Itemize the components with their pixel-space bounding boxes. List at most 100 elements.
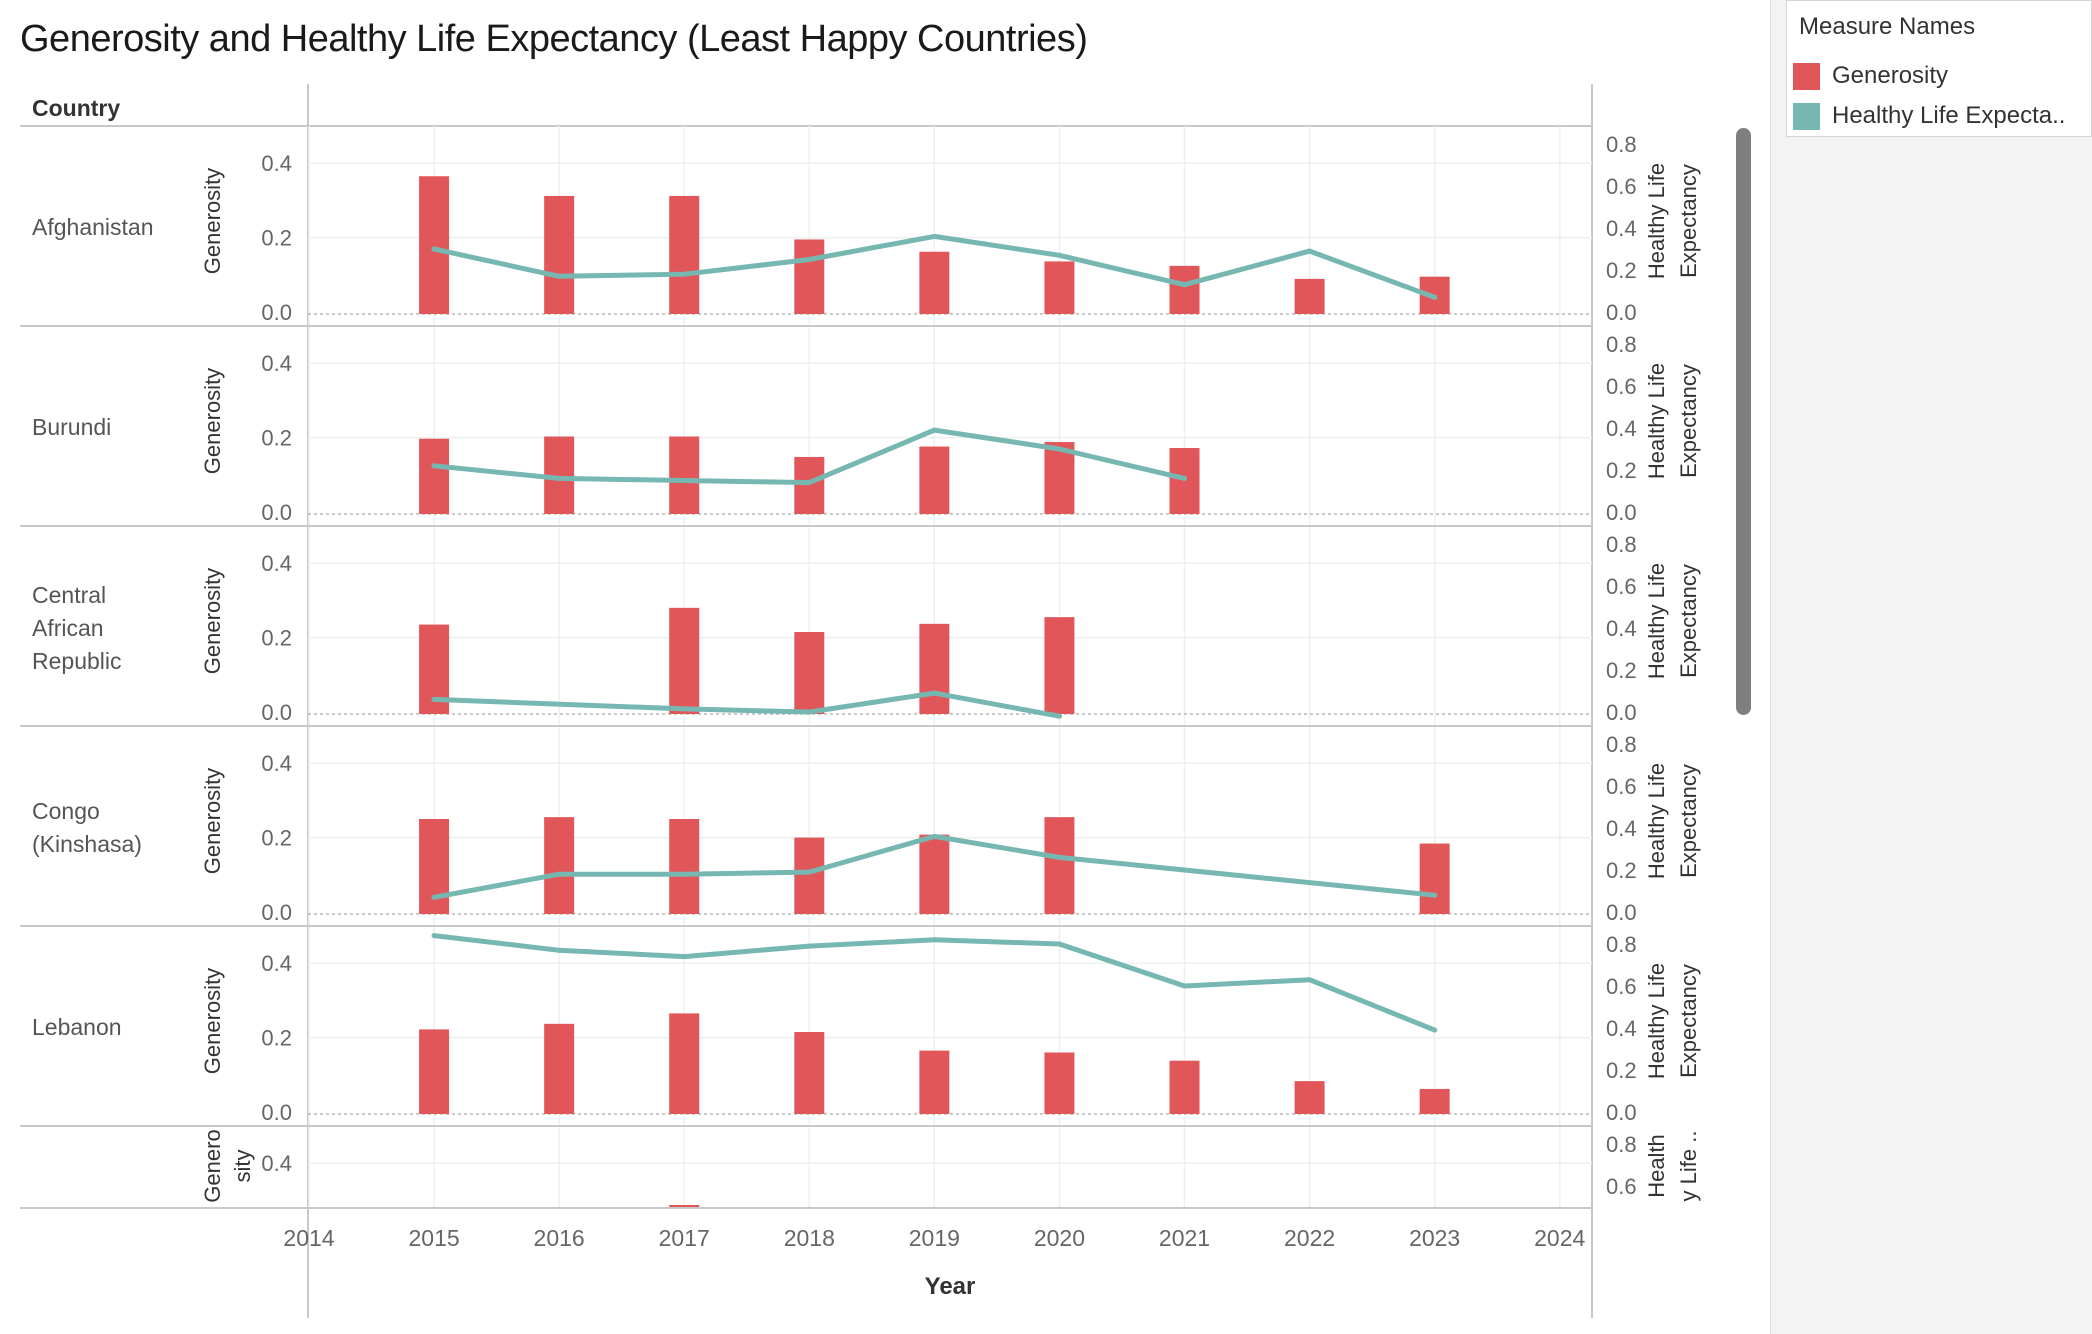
point-healthy-life-expectancy bbox=[1056, 854, 1062, 860]
point-healthy-life-expectancy bbox=[1182, 282, 1188, 288]
country-label: Afghanistan bbox=[32, 214, 153, 240]
point-healthy-life-expectancy bbox=[1432, 1027, 1438, 1033]
y-axis-label-generosity: Generosity bbox=[200, 368, 225, 474]
y-tick-label-left: 0.4 bbox=[261, 551, 292, 576]
y-axis-label-partial: y Life .. bbox=[1676, 1131, 1701, 1202]
x-tick-label: 2020 bbox=[1034, 1225, 1085, 1251]
legend-item-generosity[interactable]: Generosity bbox=[1793, 59, 1948, 93]
y-tick-label-right: 0.6 bbox=[1606, 374, 1637, 399]
x-tick-label: 2018 bbox=[784, 1225, 835, 1251]
y-axis-label-generosity: Generosity bbox=[200, 568, 225, 674]
y-axis-label-partial: Genero bbox=[200, 1129, 225, 1202]
y-tick-label-right: 0.6 bbox=[1606, 774, 1637, 799]
point-healthy-life-expectancy bbox=[431, 246, 437, 252]
y-axis-label-healthy-life-expectancy: Expectancy bbox=[1676, 564, 1701, 678]
x-tick-label: 2015 bbox=[408, 1225, 459, 1251]
point-healthy-life-expectancy bbox=[931, 233, 937, 239]
bar-generosity bbox=[1169, 1060, 1200, 1114]
bar-generosity bbox=[1044, 442, 1075, 514]
country-label: Republic bbox=[32, 648, 122, 674]
bar-generosity bbox=[919, 1050, 950, 1114]
bar-generosity bbox=[669, 607, 700, 714]
point-healthy-life-expectancy bbox=[431, 696, 437, 702]
x-tick-label: 2024 bbox=[1534, 1225, 1585, 1251]
y-tick-label-right: 0.0 bbox=[1606, 700, 1637, 725]
y-tick-label-right: 0.8 bbox=[1606, 532, 1637, 557]
bar-generosity-clipped bbox=[669, 1205, 700, 1208]
point-healthy-life-expectancy bbox=[806, 709, 812, 715]
country-label: Central bbox=[32, 582, 106, 608]
point-healthy-life-expectancy bbox=[681, 271, 687, 277]
legend-swatch-generosity bbox=[1793, 62, 1820, 90]
legend-swatch-healthy-life-expectancy bbox=[1793, 102, 1820, 130]
bar-generosity bbox=[544, 817, 575, 914]
bar-generosity bbox=[1169, 265, 1200, 314]
legend-label-healthy-life-expectancy: Healthy Life Expecta.. bbox=[1832, 102, 2066, 129]
y-axis-label-healthy-life-expectancy: Expectancy bbox=[1676, 964, 1701, 1078]
point-healthy-life-expectancy bbox=[1307, 248, 1313, 254]
point-healthy-life-expectancy bbox=[806, 869, 812, 875]
point-healthy-life-expectancy bbox=[806, 943, 812, 949]
point-healthy-life-expectancy bbox=[1056, 941, 1062, 947]
y-tick-label-right: 0.0 bbox=[1606, 300, 1637, 325]
y-tick-label-right: 0.4 bbox=[1606, 616, 1637, 641]
bar-generosity bbox=[919, 834, 950, 914]
y-axis-label-healthy-life-expectancy: Healthy Life bbox=[1644, 363, 1669, 479]
bar-generosity bbox=[794, 239, 825, 314]
y-tick-label-right: 0.2 bbox=[1606, 458, 1637, 483]
y-tick-label-left: 0.4 bbox=[261, 751, 292, 776]
y-axis-label-partial: sity bbox=[230, 1150, 255, 1183]
point-healthy-life-expectancy bbox=[806, 257, 812, 262]
point-healthy-life-expectancy bbox=[931, 690, 937, 696]
country-label: Lebanon bbox=[32, 1014, 122, 1040]
bar-generosity bbox=[669, 195, 700, 314]
y-axis-label-healthy-life-expectancy: Healthy Life bbox=[1644, 563, 1669, 679]
point-healthy-life-expectancy bbox=[1182, 983, 1188, 989]
legend-item-healthy-life-expectancy[interactable]: Healthy Life Expecta.. bbox=[1793, 99, 2065, 133]
y-tick-label-left: 0.0 bbox=[261, 900, 292, 925]
point-healthy-life-expectancy bbox=[1307, 977, 1313, 983]
vertical-scrollbar[interactable] bbox=[1736, 128, 1751, 715]
bar-generosity bbox=[919, 446, 950, 514]
y-tick-label-right: 0.8 bbox=[1606, 132, 1637, 157]
y-axis-label-partial: Health bbox=[1644, 1134, 1669, 1198]
bar-generosity bbox=[1169, 448, 1200, 514]
point-healthy-life-expectancy bbox=[806, 480, 812, 486]
y-tick-label-left: 0.4 bbox=[261, 1151, 292, 1176]
y-tick-label-right: 0.4 bbox=[1606, 216, 1637, 241]
y-axis-label-healthy-life-expectancy: Expectancy bbox=[1676, 164, 1701, 278]
point-healthy-life-expectancy bbox=[431, 463, 437, 469]
point-healthy-life-expectancy bbox=[681, 871, 687, 877]
bar-generosity bbox=[1419, 1088, 1450, 1114]
bar-generosity bbox=[794, 632, 825, 714]
bar-generosity bbox=[1044, 1052, 1075, 1114]
point-healthy-life-expectancy bbox=[1432, 892, 1438, 898]
y-tick-label-right: 0.8 bbox=[1606, 732, 1637, 757]
line-healthy-life-expectancy bbox=[431, 690, 1062, 719]
country-label: African bbox=[32, 615, 104, 641]
x-axis-label: Year bbox=[925, 1273, 976, 1300]
y-tick-label-left: 0.0 bbox=[261, 500, 292, 525]
point-healthy-life-expectancy bbox=[556, 475, 562, 481]
legend-label-generosity: Generosity bbox=[1832, 62, 1949, 89]
bar-generosity bbox=[794, 456, 825, 514]
point-healthy-life-expectancy bbox=[931, 833, 937, 839]
x-tick-label: 2016 bbox=[534, 1225, 585, 1251]
country-label: Congo bbox=[32, 798, 100, 824]
x-tick-label: 2019 bbox=[909, 1225, 960, 1251]
point-healthy-life-expectancy bbox=[931, 427, 937, 433]
country-label: Burundi bbox=[32, 414, 111, 440]
legend-panel bbox=[1770, 0, 2092, 1334]
y-tick-label-left: 0.4 bbox=[261, 351, 292, 376]
bar-generosity bbox=[419, 1029, 450, 1114]
bar-generosity bbox=[919, 623, 950, 714]
bar-generosity bbox=[1044, 817, 1075, 914]
point-healthy-life-expectancy bbox=[1432, 294, 1438, 300]
y-tick-label-right: 0.2 bbox=[1606, 858, 1637, 883]
y-tick-label-right: 0.4 bbox=[1606, 416, 1637, 441]
x-tick-label: 2023 bbox=[1409, 1225, 1460, 1251]
y-axis-label-generosity: Generosity bbox=[200, 768, 225, 874]
point-healthy-life-expectancy bbox=[681, 954, 687, 960]
y-tick-label-left: 0.2 bbox=[261, 426, 292, 451]
y-tick-label-left: 0.2 bbox=[261, 826, 292, 851]
